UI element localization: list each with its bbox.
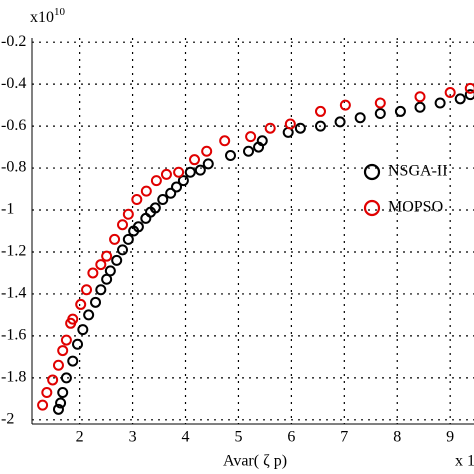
y-tick-label: -1.2	[1, 243, 26, 260]
point	[117, 219, 129, 231]
point	[284, 118, 296, 130]
point	[194, 164, 206, 176]
point	[57, 387, 69, 399]
x-tick-label: 9	[446, 429, 454, 446]
point	[109, 233, 121, 245]
point	[189, 154, 201, 166]
point	[41, 387, 53, 399]
y-tick-label: -0.4	[1, 75, 26, 92]
point	[464, 82, 474, 94]
point	[173, 166, 185, 178]
point	[201, 145, 213, 157]
x-axis-label: Avar( ζ p)	[223, 453, 287, 470]
point	[150, 175, 162, 187]
point	[202, 158, 214, 170]
point	[177, 175, 189, 187]
point	[160, 168, 172, 180]
point	[243, 145, 255, 157]
point	[454, 93, 466, 105]
x-tick-label: 3	[129, 429, 137, 446]
point	[264, 122, 276, 134]
point	[184, 166, 196, 178]
point	[55, 397, 67, 409]
point	[140, 185, 152, 197]
x-tick-label: 4	[182, 429, 190, 446]
point	[83, 309, 95, 321]
point	[52, 403, 64, 415]
point	[294, 122, 306, 134]
point	[60, 334, 72, 346]
legend-marker	[363, 199, 381, 217]
point	[414, 91, 426, 103]
point	[334, 116, 346, 128]
x-tick-label: 6	[287, 429, 295, 446]
legend-label: NSGA-II	[388, 163, 448, 180]
point	[87, 267, 99, 279]
point	[111, 254, 123, 266]
point	[374, 108, 386, 120]
point	[101, 250, 113, 262]
point	[95, 259, 107, 271]
point	[57, 345, 69, 357]
point	[165, 187, 177, 199]
point	[117, 244, 129, 256]
y-tick-label: -1.8	[1, 369, 26, 386]
point	[444, 87, 456, 99]
point	[339, 99, 351, 111]
point	[67, 355, 79, 367]
point	[434, 97, 446, 109]
y-tick-label: -2	[1, 410, 14, 427]
point	[354, 112, 366, 124]
legend-marker	[363, 163, 381, 181]
y-tick-label: -1	[1, 201, 14, 218]
point	[131, 194, 143, 206]
point	[225, 149, 237, 161]
x-multiplier: x 1	[455, 453, 474, 470]
point	[171, 181, 183, 193]
point	[374, 97, 386, 109]
point	[414, 101, 426, 113]
legend-label: MOPSO	[388, 199, 443, 216]
y-multiplier: x1010	[30, 6, 66, 26]
point	[37, 399, 49, 411]
y-tick-label: -1.6	[1, 327, 26, 344]
x-tick-label: 8	[393, 429, 401, 446]
point	[77, 324, 89, 336]
point	[256, 135, 268, 147]
y-tick-label: -0.6	[1, 117, 26, 134]
y-tick-label: -0.2	[1, 33, 26, 50]
y-tick-label: -1.4	[1, 285, 26, 302]
point	[245, 131, 257, 143]
point	[52, 359, 64, 371]
point	[67, 313, 79, 325]
x-tick-label: 7	[340, 429, 348, 446]
point	[60, 372, 72, 384]
point	[219, 135, 231, 147]
point	[72, 338, 84, 350]
point	[104, 265, 116, 277]
x-tick-label: 2	[76, 429, 84, 446]
point	[95, 284, 107, 296]
y-tick-label: -0.8	[1, 159, 26, 176]
point	[149, 202, 161, 214]
point	[122, 208, 134, 220]
point	[394, 105, 406, 117]
point	[132, 221, 144, 233]
point	[464, 89, 474, 101]
point	[122, 233, 134, 245]
point	[47, 374, 59, 386]
point	[90, 296, 102, 308]
point	[314, 105, 326, 117]
point	[81, 284, 93, 296]
point	[75, 298, 87, 310]
point	[157, 194, 169, 206]
x-tick-label: 5	[234, 429, 242, 446]
point	[314, 120, 326, 132]
